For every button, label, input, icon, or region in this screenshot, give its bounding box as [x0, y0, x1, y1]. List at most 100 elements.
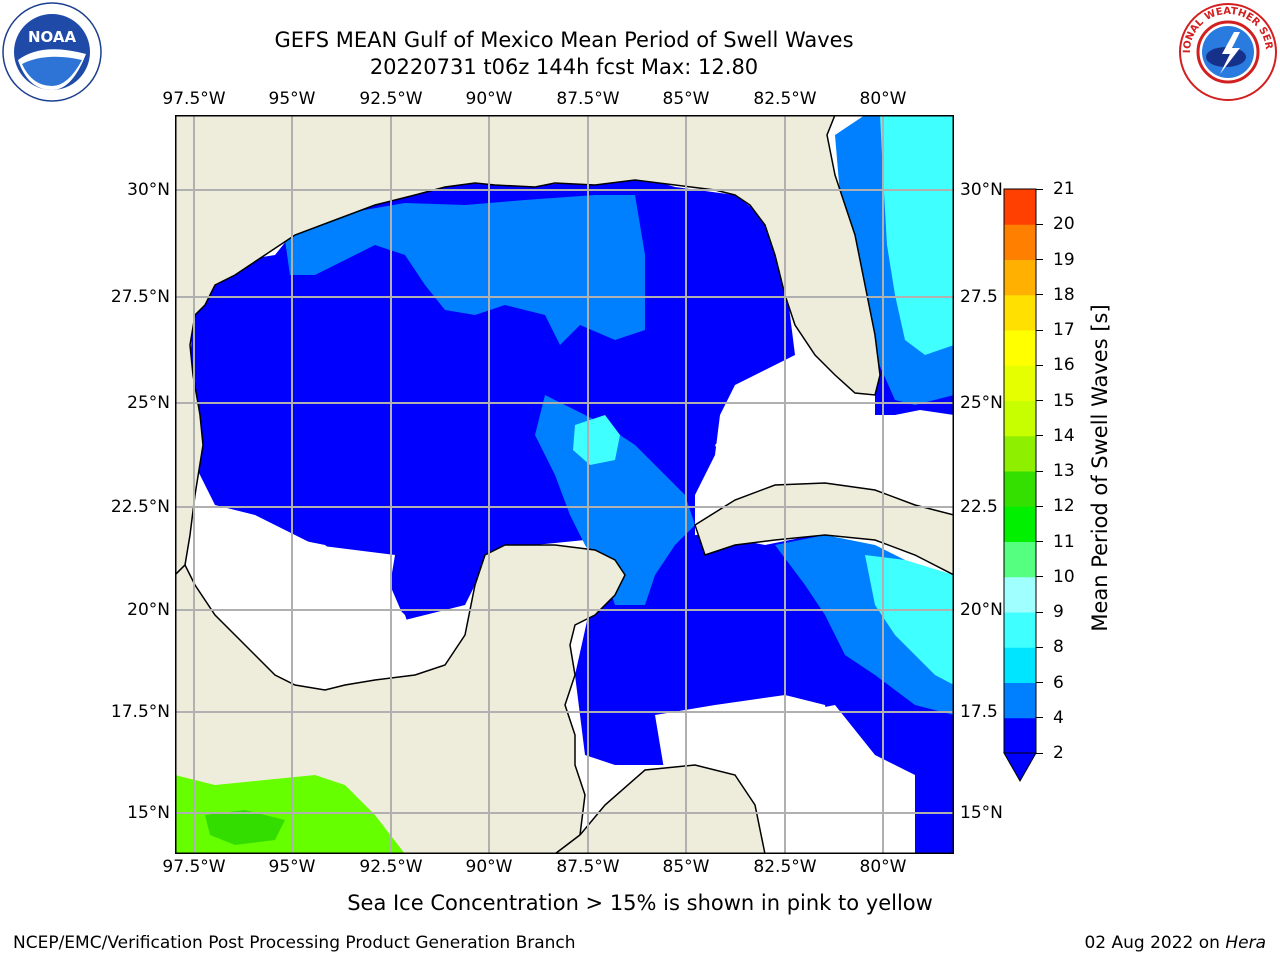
lon-tick-top: 80°W: [859, 89, 907, 109]
swell-field-4-6s: [285, 195, 645, 345]
chart-title: GEFS MEAN Gulf of Mexico Mean Period of …: [274, 28, 854, 52]
land-mexico: [174, 544, 626, 855]
colorbar-tick-label: 18: [1053, 284, 1075, 305]
lon-tick-top: 87.5°W: [556, 89, 620, 109]
colorbar-swatch: [1004, 365, 1036, 401]
colorbar-tick-label: 21: [1053, 179, 1075, 199]
lat-tick-right: 17.5: [960, 702, 998, 722]
colorbar-tick-mark: [1036, 364, 1043, 366]
colorbar-tick-mark: [1036, 505, 1043, 507]
colorbar-tick-label: 2: [1053, 743, 1064, 763]
colorbar-tick-label: 11: [1053, 531, 1075, 552]
colorbar-swatch: [1004, 189, 1036, 225]
colorbar-tick-label: 4: [1053, 707, 1064, 728]
colorbar-tick-mark: [1036, 611, 1043, 613]
colorbar-tick-mark: [1036, 223, 1043, 225]
colorbar-tick-mark: [1036, 646, 1043, 648]
colorbar-tick-mark: [1036, 400, 1043, 401]
map-panel: [174, 114, 955, 855]
lat-tick-left: 20°N: [127, 600, 170, 620]
colorbar-label: Mean Period of Swell Waves [s]: [1088, 304, 1112, 632]
lon-tick-bottom: 90°W: [465, 857, 513, 877]
colorbar-extend-min: [1003, 752, 1037, 783]
lon-tick-top: 82.5°W: [753, 89, 817, 109]
swell-field-pacific-inner: [205, 810, 285, 845]
swell-field-6-8s-caribbean: [865, 555, 954, 685]
svg-text:NOAA: NOAA: [28, 28, 77, 46]
colorbar-swatch: [1004, 612, 1036, 648]
colorbar-swatch: [1004, 294, 1036, 331]
colorbar-tick-mark: [1036, 188, 1043, 190]
graticule: [175, 115, 954, 854]
colorbar-tick-mark: [1036, 294, 1043, 296]
colorbar-tick-label: 17: [1053, 320, 1075, 340]
lat-tick-right: 15°N: [960, 803, 1003, 823]
lat-tick-left: 30°N: [127, 180, 170, 200]
missing-data-west-gulf: [235, 535, 425, 695]
colorbar-swatch: [1004, 400, 1036, 437]
footer-date: 02 Aug 2022 on Hera: [1084, 933, 1266, 953]
colorbar-swatch: [1004, 682, 1036, 719]
colorbar: [1000, 185, 1040, 785]
colorbar-swatch: [1004, 224, 1036, 260]
sea-ice-note: Sea Ice Concentration > 15% is shown in …: [347, 891, 933, 915]
colorbar-swatch: [1004, 506, 1036, 542]
swell-field-6-8s-atlantic: [880, 115, 954, 355]
lon-tick-top: 95°W: [268, 89, 316, 109]
colorbar-tick-label: 12: [1053, 496, 1075, 517]
colorbar-tick-label: 9: [1053, 602, 1064, 622]
footer-date-text: 02 Aug 2022 on: [1084, 933, 1226, 953]
colorbar-tick-label: 8: [1053, 637, 1064, 658]
lat-tick-right: 30°N: [960, 180, 1003, 200]
lat-tick-right: 25°N: [960, 393, 1003, 413]
colorbar-tick-label: 6: [1053, 672, 1064, 693]
lon-tick-bottom: 80°W: [859, 857, 907, 877]
lat-tick-left: 22.5°N: [110, 497, 170, 517]
lat-tick-left: 17.5°N: [110, 702, 170, 722]
map-canvas: [174, 114, 955, 855]
colorbar-tick-mark: [1036, 576, 1043, 578]
colorbar-tick-mark: [1036, 541, 1043, 542]
colorbar-swatch: [1004, 647, 1036, 683]
colorbar-tick-label: 10: [1053, 566, 1075, 587]
colorbar-tick-mark: [1036, 752, 1043, 754]
colorbar-tick-mark: [1036, 717, 1043, 719]
map-frame: [175, 115, 954, 854]
lat-tick-right: 20°N: [960, 600, 1003, 620]
lon-tick-top: 97.5°W: [162, 89, 226, 109]
colorbar-tick-label: 14: [1053, 425, 1075, 446]
lon-tick-top: 90°W: [465, 89, 513, 109]
colorbar-tick-mark: [1036, 470, 1043, 472]
footer-host: Hera: [1225, 933, 1266, 953]
colorbar-swatch: [1004, 541, 1036, 578]
colorbar-tick-label: 13: [1053, 461, 1075, 481]
noaa-logo: NOAA: [2, 2, 102, 102]
colorbar-tick-mark: [1036, 329, 1043, 331]
lon-tick-bottom: 95°W: [268, 857, 316, 877]
colorbar-swatch: [1004, 471, 1036, 507]
chart-subtitle: 20220731 t06z 144h fcst Max: 12.80: [369, 55, 759, 79]
lon-tick-top: 85°W: [662, 89, 710, 109]
colorbar-tick-label: 19: [1053, 249, 1075, 270]
lat-tick-left: 27.5°N: [110, 287, 170, 307]
colorbar-swatch: [1004, 330, 1036, 366]
lon-tick-bottom: 97.5°W: [162, 857, 226, 877]
colorbar-tick-label: 15: [1053, 390, 1075, 411]
colorbar-swatch: [1004, 435, 1036, 472]
colorbar-tick-label: 16: [1053, 355, 1075, 376]
lon-tick-top: 92.5°W: [359, 89, 423, 109]
lat-tick-left: 15°N: [127, 803, 170, 823]
colorbar-tick-mark: [1036, 682, 1043, 683]
colorbar-swatch: [1004, 717, 1036, 754]
nws-logo: NATIONAL WEATHER SERVICE: [1174, 0, 1278, 102]
colorbar-swatch: [1004, 576, 1036, 613]
colorbar-tick-mark: [1036, 435, 1043, 437]
lon-tick-bottom: 87.5°W: [556, 857, 620, 877]
lat-tick-right: 27.5: [960, 287, 998, 307]
lon-tick-bottom: 85°W: [662, 857, 710, 877]
swell-field-6-8s-yucatan: [573, 415, 620, 465]
lon-tick-bottom: 82.5°W: [753, 857, 817, 877]
land-usa: [174, 114, 954, 577]
colorbar-tick-label: 20: [1053, 214, 1075, 235]
colorbar-swatches: [1003, 188, 1037, 783]
